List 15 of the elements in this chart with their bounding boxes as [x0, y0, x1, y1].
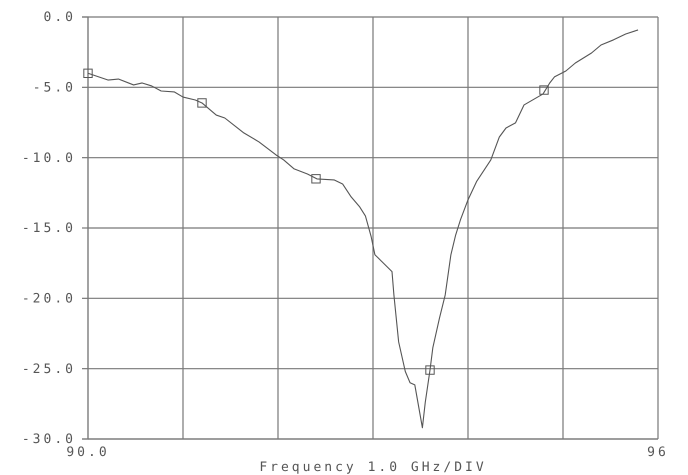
x-tick-label: 96: [647, 445, 669, 460]
point: [311, 174, 321, 184]
y-tick-label: -25.0: [22, 362, 76, 377]
point: [539, 85, 549, 95]
y-tick-label: -20.0: [22, 291, 76, 306]
point: [425, 365, 435, 375]
y-tick-label: 0.0: [44, 10, 76, 26]
point: [197, 98, 207, 108]
y-tick-label: -5.0: [32, 80, 76, 96]
y-tick-label: -15.0: [22, 221, 76, 236]
x-tick-label: 90.0: [66, 445, 110, 460]
point: [83, 68, 93, 78]
x-axis-title: Frequency 1.0 GHz/DIV: [259, 460, 487, 475]
y-tick-label: -30.0: [22, 432, 76, 448]
y-tick-label: -10.0: [22, 150, 76, 166]
